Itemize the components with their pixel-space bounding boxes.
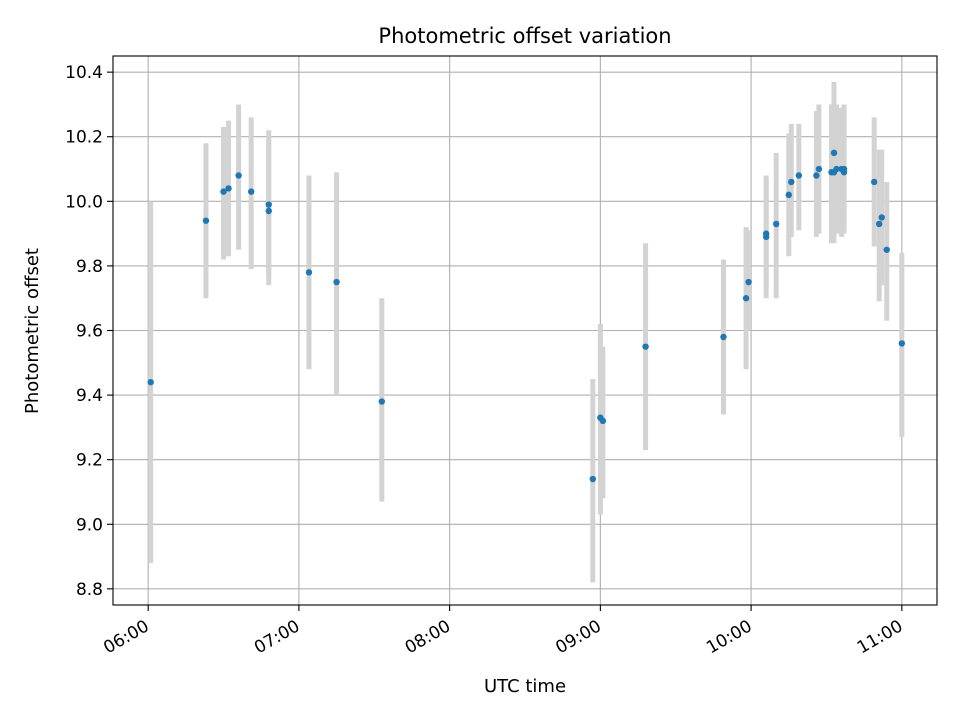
y-tick-label: 8.8 <box>76 580 103 600</box>
data-point <box>883 246 890 253</box>
x-axis-label: UTC time <box>484 676 566 697</box>
data-point <box>305 269 313 276</box>
data-point <box>830 149 838 157</box>
data-point <box>225 185 232 192</box>
data-point <box>878 214 885 221</box>
y-axis-label: Photometric offset <box>22 248 43 414</box>
y-tick-label: 10.0 <box>65 192 103 212</box>
data-point <box>720 333 727 341</box>
data-point <box>589 475 597 483</box>
y-tick-label: 10.2 <box>65 128 103 148</box>
data-point <box>898 340 906 347</box>
chart-title: Photometric offset variation <box>378 24 671 48</box>
data-point <box>813 172 820 179</box>
data-point <box>795 172 803 179</box>
y-tick-label: 9.2 <box>76 451 103 471</box>
y-tick-label: 9.6 <box>76 322 103 342</box>
data-point <box>762 230 770 237</box>
y-tick-label: 9.4 <box>76 386 103 406</box>
data-point <box>785 191 792 199</box>
data-point <box>773 220 780 228</box>
data-point <box>599 417 607 425</box>
data-points <box>147 149 906 483</box>
data-point <box>815 165 823 173</box>
y-tick-label: 9.8 <box>76 257 103 277</box>
data-point <box>876 220 883 228</box>
data-point <box>833 165 840 173</box>
y-axis-ticks: 8.8 9.0 9.2 9.4 9.6 9.8 10.0 10.2 10.4 <box>65 63 113 600</box>
data-point <box>788 178 795 186</box>
data-point <box>235 172 242 179</box>
data-point <box>840 165 848 173</box>
data-point <box>265 201 272 208</box>
data-point <box>333 278 340 286</box>
data-point <box>742 295 750 302</box>
data-point <box>265 207 272 215</box>
data-point <box>378 398 386 405</box>
data-point <box>247 188 255 195</box>
data-point <box>745 278 752 286</box>
data-point <box>870 178 878 186</box>
data-point <box>147 378 154 386</box>
data-point <box>202 217 210 224</box>
data-point <box>642 343 649 350</box>
y-tick-label: 10.4 <box>65 63 103 83</box>
y-tick-label: 9.0 <box>76 515 103 535</box>
data-point <box>220 188 227 195</box>
